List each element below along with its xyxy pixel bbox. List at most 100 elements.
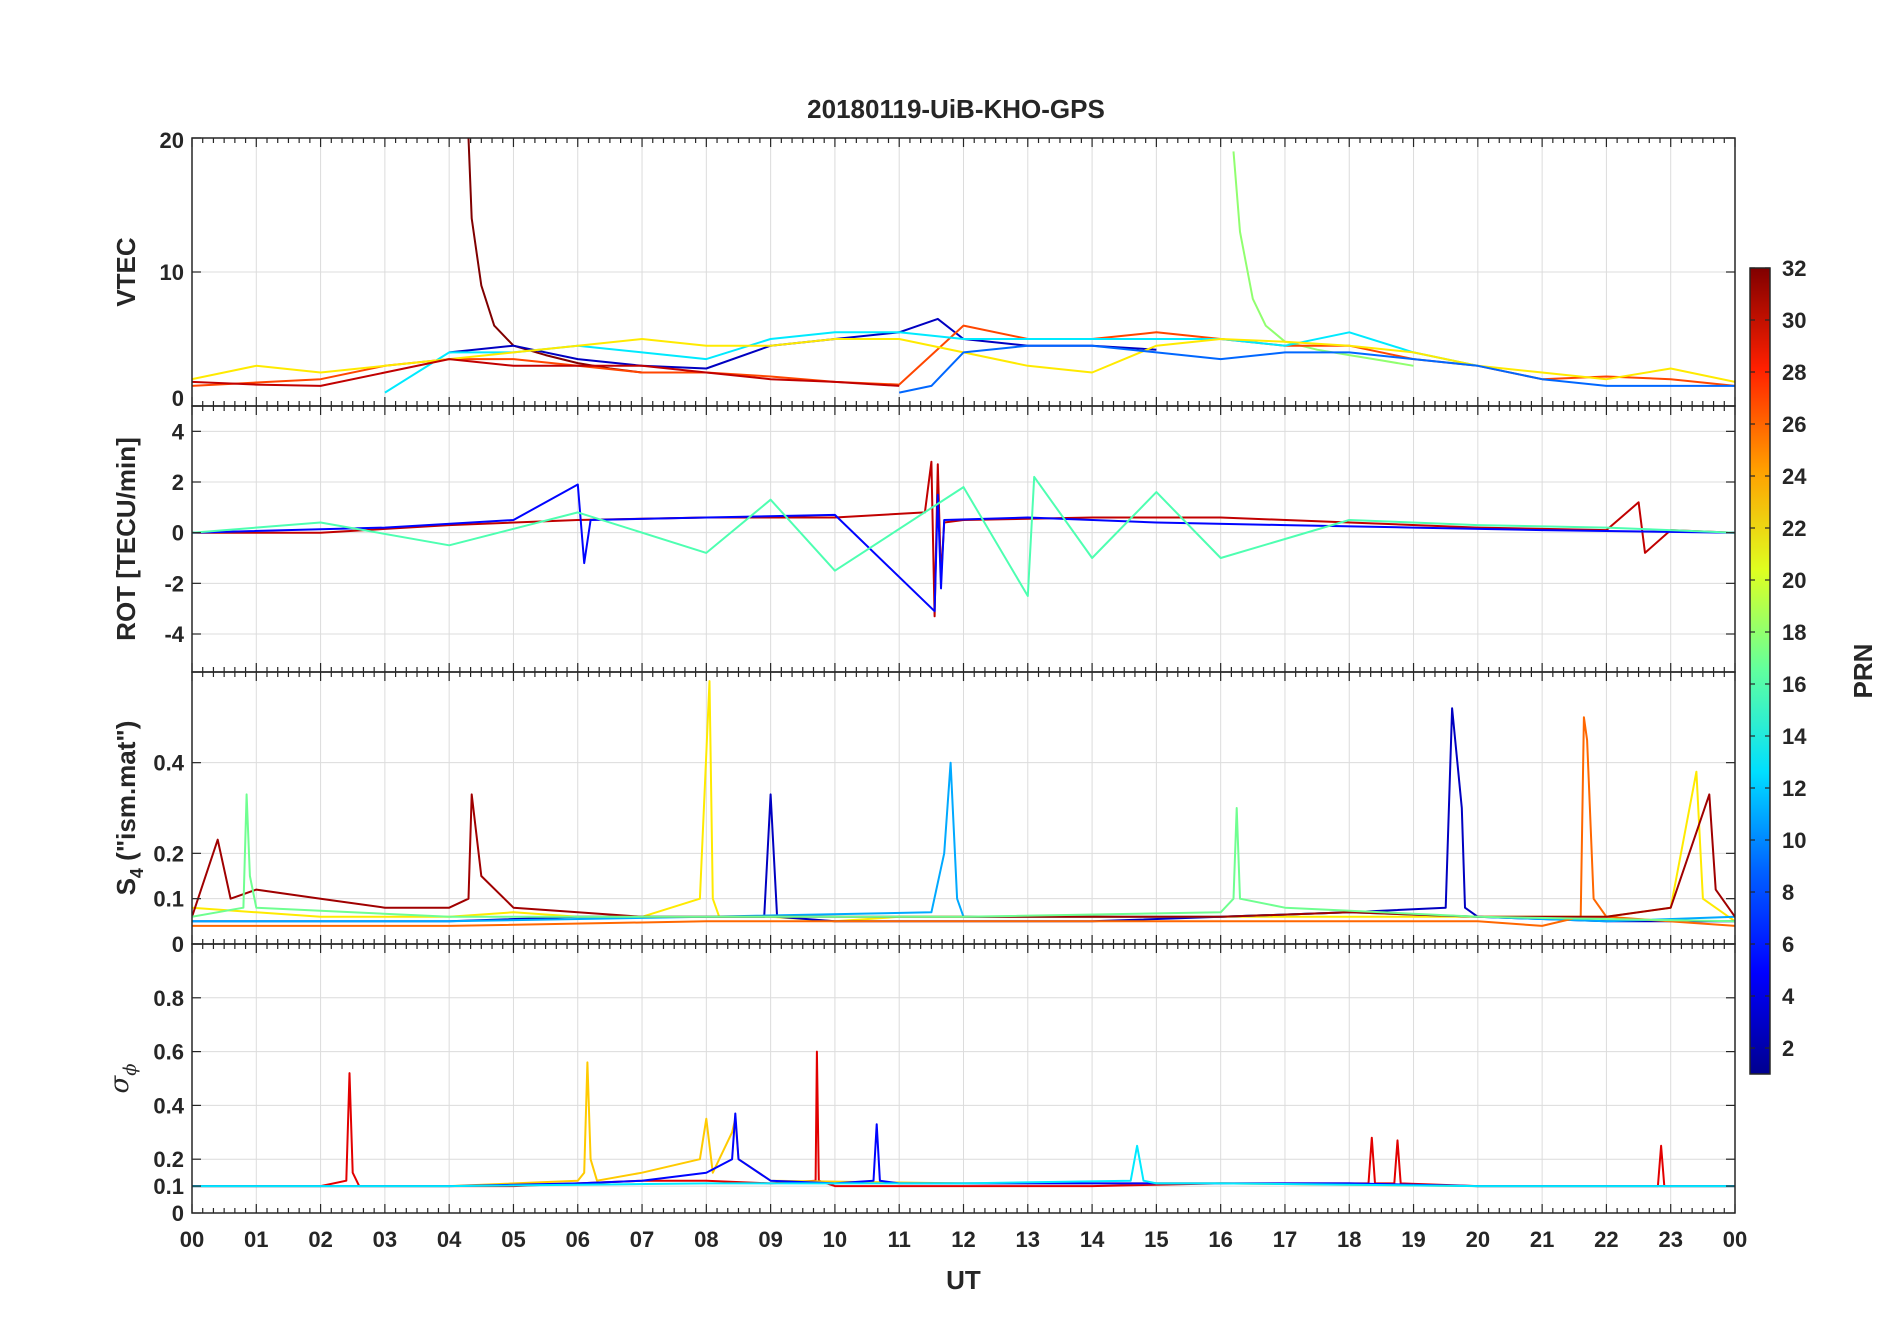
y-axis-title-subscript: ϕ xyxy=(120,1063,141,1075)
x-tick-label: 03 xyxy=(373,1227,397,1252)
series-line-prn-16 xyxy=(192,793,1735,923)
series-line-prn-17 xyxy=(1232,151,1414,367)
x-tick-label: 16 xyxy=(1208,1227,1232,1252)
y-tick-label: 0.8 xyxy=(153,986,184,1011)
series-group xyxy=(192,1050,1735,1188)
x-tick-label: 18 xyxy=(1337,1227,1361,1252)
x-axis-title: UT xyxy=(946,1265,981,1295)
x-tick-label: 00 xyxy=(1723,1227,1747,1252)
series-line-prn-8 xyxy=(898,344,1735,394)
colorbar-tick-label: 10 xyxy=(1782,828,1806,853)
y-axis-title-panel-3: S4 ("ism.mat") xyxy=(111,721,147,896)
x-tick-label: 06 xyxy=(566,1227,590,1252)
panel-1: 0 10 20 VTEC xyxy=(111,128,1736,411)
y-axis-title-main: σ xyxy=(105,1075,135,1094)
y-tick-label: 0.1 xyxy=(153,887,184,912)
series-group xyxy=(192,460,1735,618)
x-tick-marks xyxy=(191,406,1736,672)
y-axis-title-rest: ("ism.mat") xyxy=(111,721,141,868)
x-tick-label: 21 xyxy=(1530,1227,1554,1252)
colorbar-tick-label: 8 xyxy=(1782,880,1794,905)
x-tick-label: 15 xyxy=(1144,1227,1168,1252)
series-line-prn-12 xyxy=(192,1144,1735,1188)
y-axis-title-subscript: 4 xyxy=(127,868,147,878)
y-tick-label: -4 xyxy=(164,622,184,647)
colorbar-tick-label: 22 xyxy=(1782,516,1806,541)
y-tick-label: -2 xyxy=(164,571,184,596)
x-tick-marks xyxy=(191,944,1736,1213)
colorbar-label: PRN xyxy=(1848,644,1878,699)
y-tick-label: 0 xyxy=(172,521,184,546)
y-tick-label: 0 xyxy=(172,386,184,411)
panel-2: -4 -2 0 2 4 ROT [TECU/min] xyxy=(111,405,1736,673)
x-tick-label: 23 xyxy=(1658,1227,1682,1252)
x-tick-label: 07 xyxy=(630,1227,654,1252)
colorbar-frame xyxy=(1749,267,1771,1075)
y-axis-title-main: S xyxy=(111,878,141,895)
x-tick-label: 22 xyxy=(1594,1227,1618,1252)
series-group xyxy=(192,138,1735,394)
y-tick-label: 20 xyxy=(160,128,184,153)
x-tick-label: 20 xyxy=(1466,1227,1490,1252)
y-tick-label: 0.4 xyxy=(153,751,184,776)
y-axis-title-panel-4: σϕ xyxy=(105,1063,141,1093)
colorbar-tick-label: 18 xyxy=(1782,620,1806,645)
colorbar-gradient xyxy=(1750,268,1770,1074)
x-tick-label: 09 xyxy=(758,1227,782,1252)
y-tick-label: 0.1 xyxy=(153,1174,184,1199)
y-tick-label: 0.4 xyxy=(153,1093,184,1118)
x-tick-label: 11 xyxy=(888,1227,911,1252)
colorbar-tick-label: 2 xyxy=(1782,1036,1794,1061)
y-tick-label: 4 xyxy=(172,419,185,444)
colorbar-tick-label: 14 xyxy=(1782,724,1807,749)
y-tick-label: 0.2 xyxy=(153,1147,184,1172)
y-axis-title-panel-1: VTEC xyxy=(111,237,141,307)
x-tick-label: 10 xyxy=(823,1227,847,1252)
x-tick-label: 12 xyxy=(951,1227,975,1252)
colorbar-tick-label: 32 xyxy=(1782,256,1806,281)
x-tick-label: 02 xyxy=(308,1227,332,1252)
y-tick-label: 10 xyxy=(160,260,184,285)
chart-title: 20180119-UiB-KHO-GPS xyxy=(807,94,1105,124)
colorbar-tick-label: 6 xyxy=(1782,932,1794,957)
x-tick-labels: 00 01 02 03 04 05 06 07 08 09 10 11 12 13 14 15 16 17 18 19… xyxy=(180,1227,1747,1252)
colorbar-tick-label: 28 xyxy=(1782,360,1806,385)
series-group xyxy=(192,680,1735,927)
y-tick-label: 0 xyxy=(172,1201,184,1226)
y-tick-label: 2 xyxy=(172,470,184,495)
colorbar-tick-label: 4 xyxy=(1782,984,1795,1009)
series-line-prn-32 xyxy=(467,138,643,374)
panel-3: 00.10.20.4S4 ("ism.mat") xyxy=(111,671,1736,957)
series-line-prn-5 xyxy=(192,483,1735,613)
x-tick-label: 19 xyxy=(1401,1227,1425,1252)
colorbar-tick-label: 12 xyxy=(1782,776,1806,801)
panel-frame xyxy=(191,943,1736,1214)
x-tick-label: 05 xyxy=(501,1227,525,1252)
series-line-prn-25 xyxy=(192,716,1735,927)
x-tick-label: 17 xyxy=(1273,1227,1297,1252)
x-tick-marks xyxy=(191,138,1736,406)
y-tick-label: 0.2 xyxy=(153,841,184,866)
y-tick-label: 0.6 xyxy=(153,1040,184,1065)
x-tick-label: 00 xyxy=(180,1227,204,1252)
series-line-prn-30 xyxy=(192,358,900,387)
x-tick-label: 08 xyxy=(694,1227,718,1252)
x-tick-label: 13 xyxy=(1016,1227,1040,1252)
x-tick-label: 01 xyxy=(244,1227,268,1252)
x-tick-label: 14 xyxy=(1080,1227,1105,1252)
colorbar-tick-label: 20 xyxy=(1782,568,1806,593)
y-tick-label: 0 xyxy=(172,932,184,957)
colorbar-tick-label: 24 xyxy=(1782,464,1807,489)
series-line-prn-15 xyxy=(192,475,1735,597)
colorbar-tick-label: 26 xyxy=(1782,412,1806,437)
colorbar-tick-label: 30 xyxy=(1782,308,1806,333)
panel-4: 00.10.2 0.4 0.6 0.8 σϕ xyxy=(105,943,1736,1226)
series-line-prn-3 xyxy=(449,317,1157,370)
colorbar-tick-label: 16 xyxy=(1782,672,1806,697)
y-axis-title-panel-2: ROT [TECU/min] xyxy=(111,437,141,641)
x-tick-label: 04 xyxy=(437,1227,462,1252)
